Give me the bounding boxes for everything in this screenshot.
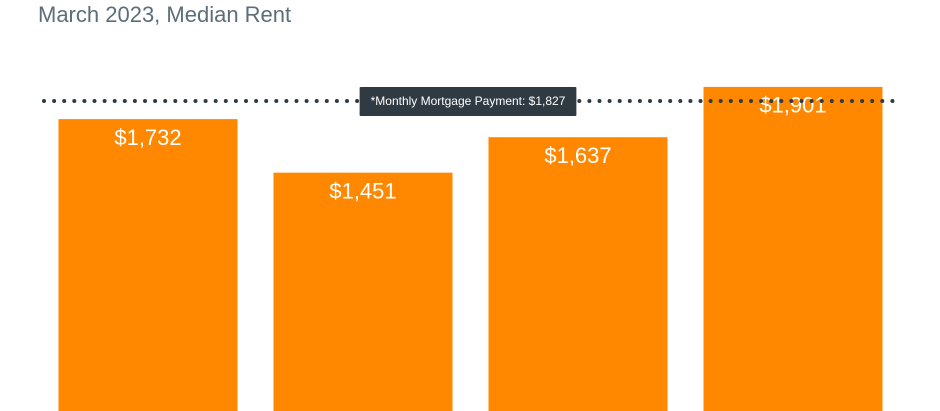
reference-label-text: *Monthly Mortgage Payment: $1,827 (371, 94, 566, 108)
value-label: $1,901 (759, 93, 826, 118)
value-label: $1,732 (114, 125, 181, 150)
bar (703, 86, 883, 411)
bar (488, 137, 668, 411)
bar (58, 119, 238, 411)
reference-label-box (359, 87, 577, 117)
value-label: $1,451 (329, 178, 396, 203)
chart-title: March 2023, Median Rent (38, 2, 291, 27)
value-label: $1,637 (544, 143, 611, 168)
bar (273, 172, 453, 411)
reference-label: *Monthly Mortgage Payment: $1,827 (359, 87, 577, 117)
